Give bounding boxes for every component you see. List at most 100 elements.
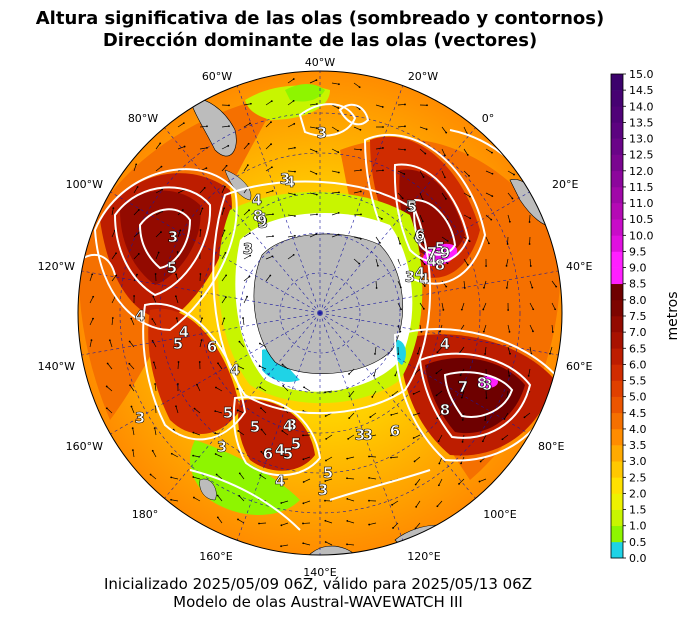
colorbar-segment bbox=[611, 332, 623, 349]
direction-vector bbox=[261, 451, 267, 458]
direction-vector bbox=[259, 365, 267, 370]
vector-head bbox=[532, 330, 534, 333]
vector-head bbox=[247, 142, 250, 145]
vector-head bbox=[438, 462, 441, 465]
vector-head bbox=[444, 176, 446, 179]
vector-head bbox=[346, 477, 348, 480]
direction-vector bbox=[237, 519, 245, 524]
vector-head bbox=[554, 308, 557, 311]
direction-vector bbox=[243, 255, 251, 260]
vector-head bbox=[272, 213, 274, 216]
direction-vector bbox=[375, 258, 379, 266]
direction-vector bbox=[215, 453, 223, 458]
contour-label: 4 bbox=[440, 335, 450, 353]
direction-vector bbox=[194, 408, 201, 414]
direction-vector bbox=[369, 477, 377, 480]
direction-vector bbox=[414, 368, 421, 375]
vector-head bbox=[176, 251, 179, 253]
contour-label: 4 bbox=[419, 270, 429, 288]
longitude-label: 80°E bbox=[538, 440, 564, 453]
vector-head bbox=[92, 317, 94, 320]
vector-head bbox=[151, 449, 154, 452]
contour-label: 9 bbox=[257, 212, 267, 230]
vector-head bbox=[458, 483, 460, 485]
vector-head bbox=[368, 455, 370, 458]
meridian-line bbox=[319, 85, 404, 314]
colorbar-segment bbox=[611, 122, 623, 139]
vector-head bbox=[508, 374, 511, 377]
vector-head bbox=[337, 211, 340, 214]
contour-label: 4 bbox=[252, 191, 262, 209]
direction-vector bbox=[265, 166, 273, 172]
vector-head bbox=[133, 295, 135, 297]
direction-vector bbox=[287, 100, 294, 106]
direction-vector bbox=[325, 520, 333, 524]
vector-head bbox=[259, 474, 262, 476]
direction-vector bbox=[217, 517, 223, 524]
map-title-line-1: Altura significativa de las olas (sombre… bbox=[35, 8, 605, 29]
vector-head bbox=[281, 430, 284, 432]
vector-head bbox=[382, 147, 384, 149]
vector-head bbox=[223, 229, 226, 232]
direction-vector bbox=[414, 456, 421, 462]
colorbar-segment bbox=[611, 412, 623, 430]
vector-head bbox=[481, 440, 484, 443]
direction-vector bbox=[215, 410, 223, 414]
direction-vector bbox=[529, 324, 534, 332]
vector-head bbox=[200, 339, 203, 342]
direction-vector bbox=[482, 302, 487, 310]
vector-head bbox=[437, 484, 440, 487]
vector-head bbox=[404, 148, 406, 151]
direction-vector bbox=[133, 232, 140, 238]
vector-head bbox=[324, 480, 327, 482]
meridian-line bbox=[164, 312, 321, 499]
direction-vector bbox=[287, 123, 295, 128]
direction-vector bbox=[111, 230, 116, 238]
direction-vector bbox=[106, 386, 113, 392]
direction-vector bbox=[347, 498, 355, 502]
contour-label: 3 bbox=[243, 240, 253, 258]
vector-head bbox=[459, 374, 462, 377]
contour-label: 4 bbox=[415, 264, 425, 282]
longitude-label: 180° bbox=[132, 508, 159, 521]
direction-vector bbox=[325, 434, 333, 440]
direction-vector bbox=[111, 253, 117, 260]
direction-vector bbox=[132, 428, 135, 436]
direction-vector bbox=[551, 324, 554, 332]
vector-head bbox=[460, 308, 463, 311]
vector-head bbox=[193, 496, 195, 499]
vector-head bbox=[368, 523, 371, 526]
direction-vector bbox=[177, 189, 185, 194]
vector-head bbox=[196, 383, 198, 386]
vector-head bbox=[346, 520, 349, 522]
colorbar-segment bbox=[611, 316, 623, 333]
vector-head bbox=[423, 263, 426, 266]
vector-head bbox=[175, 317, 178, 320]
map-graticule bbox=[81, 71, 559, 555]
contour-label: 3 bbox=[243, 240, 253, 258]
longitude-label: 100°W bbox=[66, 178, 103, 191]
direction-vector bbox=[438, 434, 443, 442]
direction-vector bbox=[133, 164, 137, 172]
direction-vector bbox=[397, 170, 405, 175]
direction-vector bbox=[413, 412, 421, 416]
latitude-circle bbox=[239, 232, 401, 394]
direction-vector bbox=[506, 258, 509, 266]
colorbar-tick-label: 13.5 bbox=[629, 116, 654, 129]
vector-head bbox=[112, 207, 115, 210]
direction-vector bbox=[353, 236, 361, 240]
vector-head bbox=[246, 164, 249, 167]
vector-head bbox=[469, 217, 472, 220]
colorbar-segment bbox=[611, 283, 623, 301]
direction-vector bbox=[281, 500, 289, 504]
vector-head bbox=[302, 481, 305, 483]
vector-head bbox=[378, 241, 381, 244]
direction-vector bbox=[551, 302, 556, 310]
direction-vector bbox=[441, 280, 447, 287]
colorbar-segment bbox=[611, 203, 623, 220]
colorbar-tick-label: 9.5 bbox=[629, 245, 647, 258]
vector-head bbox=[485, 397, 488, 399]
vector-head bbox=[159, 142, 162, 145]
direction-vector bbox=[390, 456, 399, 458]
vector-head bbox=[337, 233, 340, 236]
